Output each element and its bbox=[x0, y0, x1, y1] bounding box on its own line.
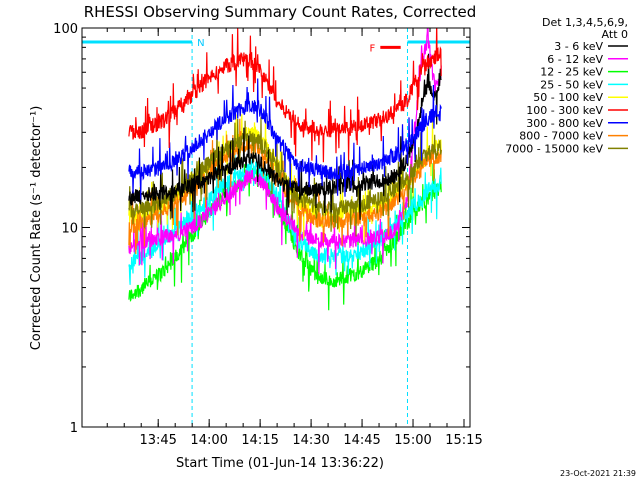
legend-entry-label: 100 - 300 keV bbox=[526, 104, 603, 117]
legend-header: Det 1,3,4,5,6,9, bbox=[542, 16, 628, 29]
series-line-100-300kev bbox=[128, 28, 442, 163]
legend-entry-label: 6 - 12 keV bbox=[547, 53, 603, 66]
x-tick-label: 14:15 bbox=[241, 433, 278, 448]
legend-entry-label: 800 - 7000 keV bbox=[519, 130, 603, 143]
x-tick-label: 13:45 bbox=[139, 433, 176, 448]
legend-header: Att 0 bbox=[602, 28, 628, 41]
x-axis-label: Start Time (01-Jun-14 13:36:22) bbox=[176, 456, 384, 471]
y-tick-label: 10 bbox=[61, 222, 78, 237]
x-tick-label: 15:00 bbox=[394, 433, 431, 448]
series-line-300-800kev bbox=[128, 78, 442, 200]
series-line-6-12kev bbox=[128, 28, 442, 275]
y-tick-label: 1 bbox=[70, 421, 78, 436]
y-axis-label: Corrected Count Rate (s⁻¹ detector⁻¹) bbox=[29, 106, 44, 351]
x-tick-label: 14:30 bbox=[292, 433, 329, 448]
x-tick-label: 15:15 bbox=[445, 433, 482, 448]
x-tick-label: 14:00 bbox=[190, 433, 227, 448]
legend-entry-label: 12 - 25 keV bbox=[540, 66, 603, 79]
x-tick-label: 14:45 bbox=[343, 433, 380, 448]
timestamp: 23-Oct-2021 21:39 bbox=[560, 469, 636, 478]
legend-entry-label: 7000 - 15000 keV bbox=[505, 142, 603, 155]
legend-entry-label: 300 - 800 keV bbox=[526, 117, 603, 130]
series-line-3-6kev bbox=[128, 53, 442, 220]
legend-entry-label: 25 - 50 keV bbox=[540, 78, 603, 91]
series-line-12-25kev bbox=[128, 156, 442, 311]
legend-entry-label: 3 - 6 keV bbox=[554, 40, 603, 53]
legend-entry-label: 50 - 100 keV bbox=[533, 91, 603, 104]
y-tick-label: 100 bbox=[53, 22, 78, 37]
night-label: N bbox=[197, 38, 204, 49]
flare-label: F bbox=[370, 43, 376, 54]
chart-title: RHESSI Observing Summary Count Rates, Co… bbox=[84, 3, 477, 21]
